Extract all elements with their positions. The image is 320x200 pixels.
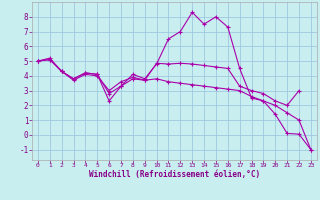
X-axis label: Windchill (Refroidissement éolien,°C): Windchill (Refroidissement éolien,°C): [89, 170, 260, 179]
